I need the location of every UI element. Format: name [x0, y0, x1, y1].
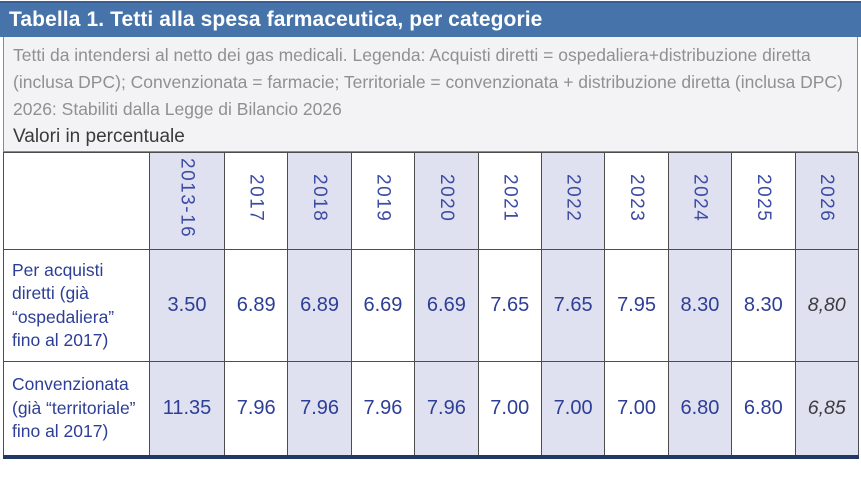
unit-note: Valori in percentuale — [13, 126, 185, 147]
year-label: 2026 — [816, 174, 838, 223]
value-cell: 7.96 — [350, 361, 416, 457]
year-header: 2019 — [350, 152, 416, 250]
table-row: Convenzionata (già “territoriale” fino a… — [3, 361, 859, 457]
year-label: 2021 — [499, 174, 521, 223]
year-label: 2018 — [309, 174, 331, 223]
legend-note: Tetti da intendersi al netto dei gas med… — [13, 45, 843, 92]
year-header: 2026 — [794, 152, 859, 250]
value-cell: 8.30 — [667, 249, 733, 362]
year-header: 2018 — [287, 152, 352, 250]
value-cell-estimate: 8,80 — [794, 249, 859, 362]
year-label: 2020 — [435, 174, 457, 223]
value-cell: 6.69 — [350, 249, 416, 362]
year-header: 2021 — [477, 152, 542, 250]
year-header: 2013-16 — [149, 152, 225, 250]
year-label: 2019 — [372, 174, 394, 223]
year-header: 2023 — [604, 152, 669, 250]
value-cell: 3.50 — [149, 249, 225, 362]
year-label: 2024 — [689, 174, 711, 223]
value-cell: 6.89 — [223, 249, 289, 362]
row-label: Per acquisti diretti (già “ospedaliera” … — [3, 249, 150, 362]
header-row: 2013-16 2017 2018 2019 2020 2021 2022 20… — [3, 152, 859, 250]
table-title: Tabella 1. Tetti alla spesa farmaceutica… — [9, 7, 543, 31]
value-cell: 7.96 — [414, 361, 479, 457]
value-cell: 7.65 — [477, 249, 542, 362]
year-header: 2020 — [414, 152, 479, 250]
value-cell: 6.89 — [287, 249, 352, 362]
value-cell: 7.96 — [287, 361, 352, 457]
year-label: 2025 — [752, 174, 774, 223]
value-cell: 7.00 — [477, 361, 542, 457]
value-cell: 7.00 — [540, 361, 606, 457]
notes-box: Tetti da intendersi al netto dei gas med… — [3, 37, 858, 152]
value-cell: 7.96 — [223, 361, 289, 457]
year-label: 2023 — [626, 174, 648, 223]
year-header: 2017 — [223, 152, 289, 250]
value-cell: 8.30 — [731, 249, 796, 362]
value-cell: 11.35 — [149, 361, 225, 457]
table-title-bar: Tabella 1. Tetti alla spesa farmaceutica… — [0, 1, 861, 37]
year-label: 2017 — [245, 174, 267, 223]
corner-cell — [3, 152, 150, 250]
value-cell: 6.69 — [414, 249, 479, 362]
year-header: 2025 — [731, 152, 796, 250]
value-cell: 7.65 — [540, 249, 606, 362]
year-label: 2013-16 — [176, 158, 198, 239]
year-header: 2024 — [667, 152, 733, 250]
value-cell: 7.95 — [604, 249, 669, 362]
data-table-wrap: 2013-16 2017 2018 2019 2020 2021 2022 20… — [3, 152, 859, 459]
table-row: Per acquisti diretti (già “ospedaliera” … — [3, 249, 859, 362]
value-cell: 6.80 — [667, 361, 733, 457]
law-note: 2026: Stabiliti dalla Legge di Bilancio … — [13, 99, 342, 119]
row-label: Convenzionata (già “territoriale” fino a… — [3, 361, 150, 457]
data-table: 2013-16 2017 2018 2019 2020 2021 2022 20… — [3, 152, 859, 459]
year-label: 2022 — [562, 174, 584, 223]
value-cell: 6.80 — [731, 361, 796, 457]
value-cell: 7.00 — [604, 361, 669, 457]
value-cell-estimate: 6,85 — [794, 361, 859, 457]
year-header: 2022 — [540, 152, 606, 250]
